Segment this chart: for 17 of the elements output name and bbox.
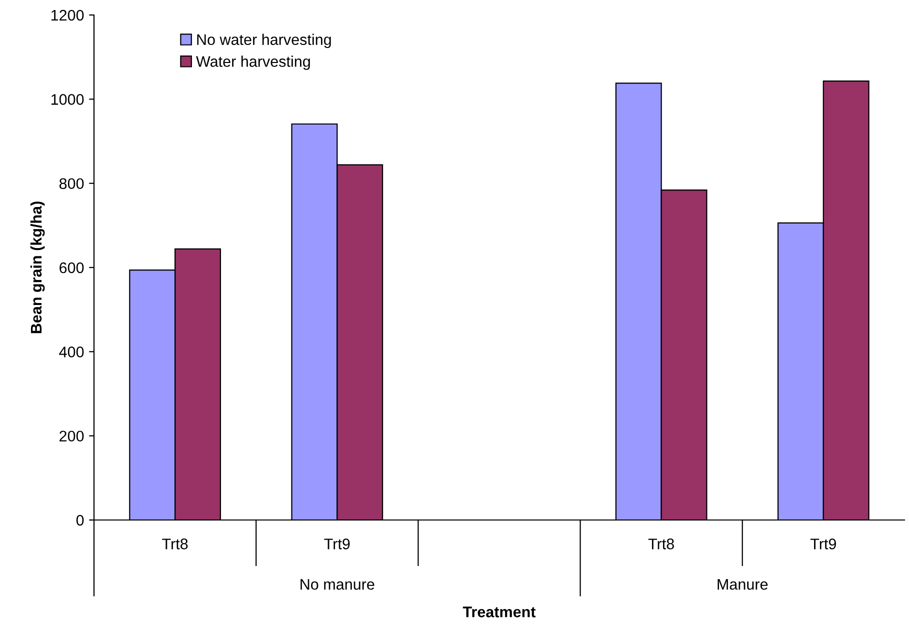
x-tick-label: Trt9 <box>324 538 350 550</box>
y-tick-label: 800 <box>59 178 84 190</box>
x-tick-label: Trt8 <box>162 538 188 550</box>
x-tick-label: Trt9 <box>810 538 836 550</box>
y-tick-label: 600 <box>60 262 84 274</box>
y-axis-title: Bean grain (kg/ha) <box>30 202 45 334</box>
text: No manure <box>300 579 374 590</box>
y-tick-label: 1000 <box>51 94 84 105</box>
x-tick-label: Trt8 <box>648 538 674 550</box>
legend-label: Water harvesting <box>196 56 310 70</box>
y-tick-label: 1200 <box>51 10 84 21</box>
y-tick-label: 0 <box>76 514 84 526</box>
y-tick-label: 200 <box>60 430 84 442</box>
text: Manure <box>718 579 768 590</box>
legend-label: No water harvesting <box>197 34 331 48</box>
x-axis-title: Treatment <box>462 606 536 618</box>
y-tick-label: 400 <box>59 346 84 358</box>
